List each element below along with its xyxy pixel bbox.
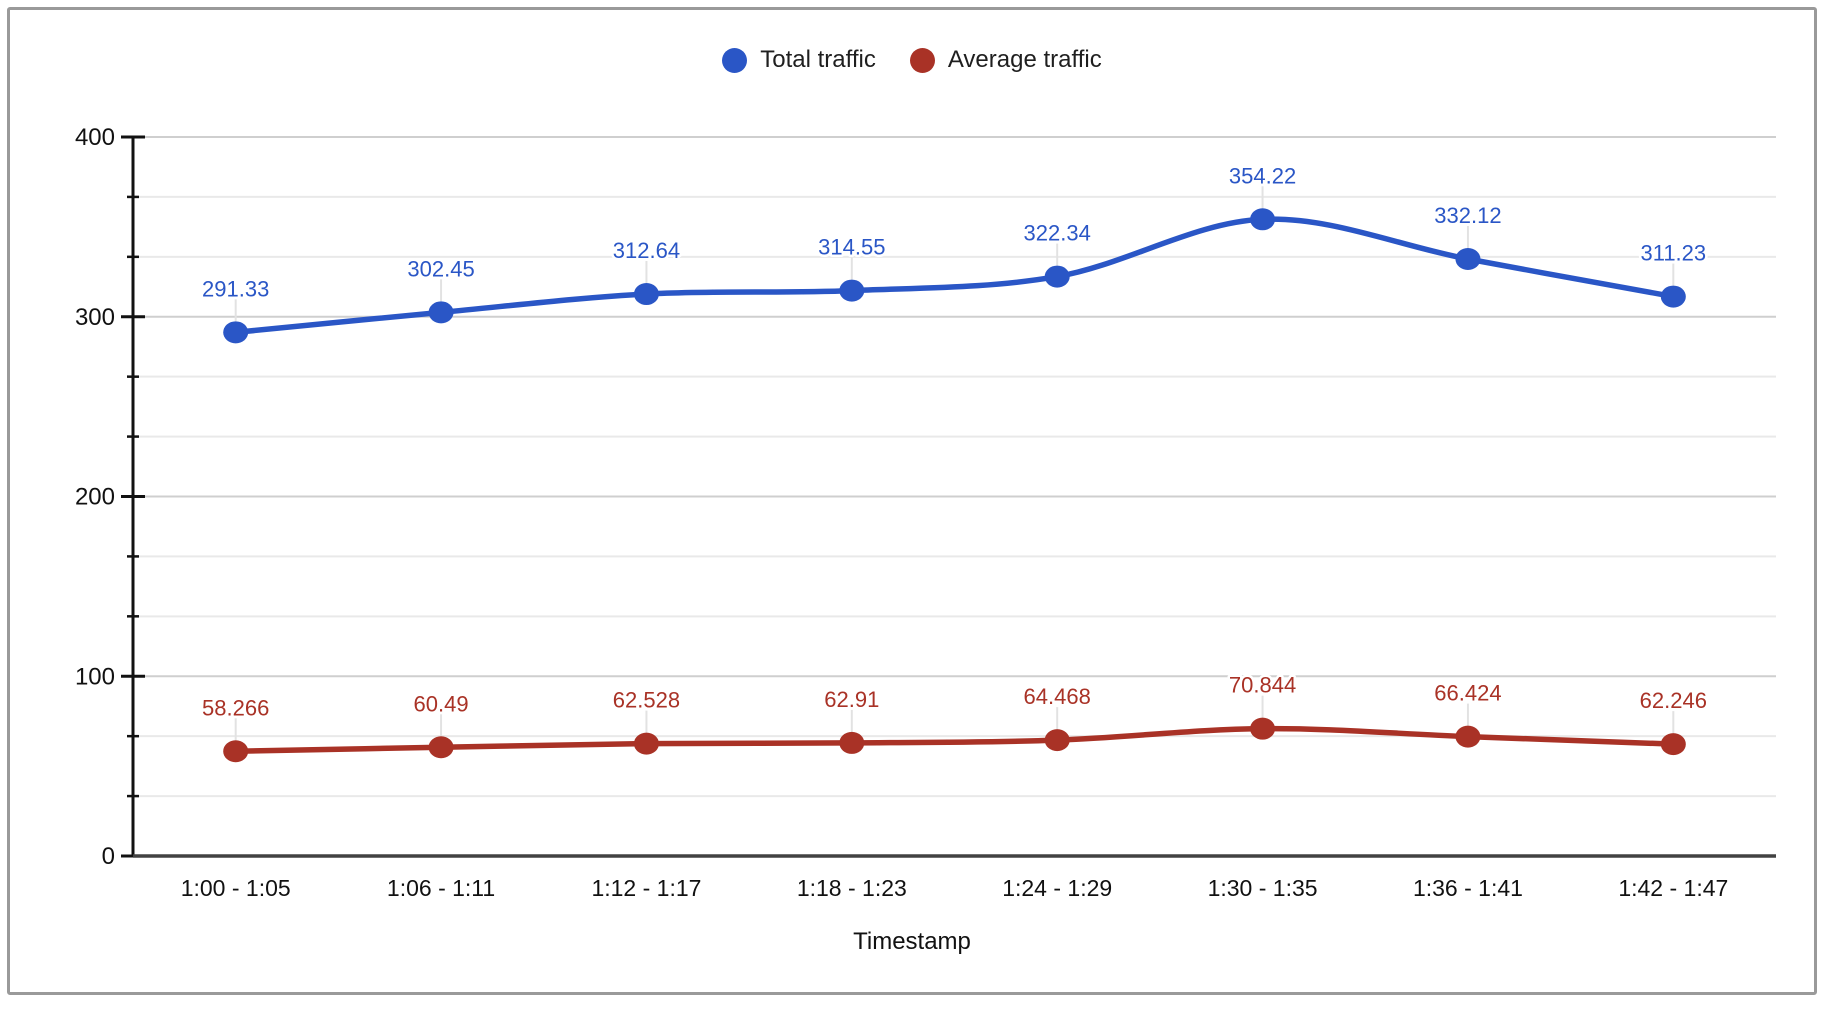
value-label-average-traffic-7: 62.246 bbox=[1640, 688, 1707, 713]
value-label-total-traffic-1: 302.45 bbox=[407, 256, 474, 281]
point-total-traffic-3[interactable] bbox=[839, 279, 865, 302]
value-label-average-traffic-6: 66.424 bbox=[1434, 681, 1501, 706]
legend-label-average-traffic: Average traffic bbox=[947, 46, 1102, 73]
series-line-average-traffic bbox=[232, 725, 1677, 755]
x-tick-label: 1:24 - 1:29 bbox=[1002, 875, 1112, 901]
point-average-traffic-7[interactable] bbox=[1660, 733, 1686, 756]
point-average-traffic-2[interactable] bbox=[633, 732, 659, 755]
value-label-average-traffic-3: 62.91 bbox=[824, 687, 879, 712]
x-tick-label: 1:42 - 1:47 bbox=[1618, 875, 1728, 901]
point-total-traffic-1[interactable] bbox=[428, 301, 454, 324]
point-average-traffic-0[interactable] bbox=[223, 740, 249, 763]
value-label-total-traffic-5: 354.22 bbox=[1229, 163, 1296, 188]
y-tick-label: 400 bbox=[75, 124, 115, 151]
value-label-total-traffic-3: 314.55 bbox=[818, 235, 885, 260]
value-label-average-traffic-5: 70.844 bbox=[1229, 673, 1296, 698]
x-axis-title: Timestamp bbox=[853, 928, 971, 955]
series-line-total-traffic bbox=[232, 216, 1677, 336]
total-traffic-swatch-icon bbox=[722, 47, 748, 73]
value-label-total-traffic-6: 332.12 bbox=[1434, 203, 1501, 228]
average-traffic-swatch-icon bbox=[909, 47, 935, 73]
value-label-average-traffic-0: 58.266 bbox=[202, 695, 269, 720]
point-average-traffic-5[interactable] bbox=[1250, 717, 1276, 740]
value-label-average-traffic-4: 64.468 bbox=[1024, 684, 1091, 709]
y-tick-label: 100 bbox=[75, 663, 115, 690]
value-label-total-traffic-2: 312.64 bbox=[613, 238, 680, 263]
point-average-traffic-1[interactable] bbox=[428, 736, 454, 759]
value-label-total-traffic-7: 311.23 bbox=[1640, 241, 1706, 266]
point-total-traffic-7[interactable] bbox=[1660, 285, 1686, 308]
y-tick-label: 200 bbox=[75, 484, 115, 511]
legend: Total traffic Average traffic bbox=[10, 46, 1814, 74]
point-total-traffic-4[interactable] bbox=[1044, 265, 1070, 288]
value-label-total-traffic-4: 322.34 bbox=[1024, 221, 1091, 246]
x-tick-label: 1:18 - 1:23 bbox=[797, 875, 907, 901]
legend-item-average-traffic[interactable]: Average traffic bbox=[909, 46, 1102, 74]
legend-label-total-traffic: Total traffic bbox=[760, 46, 876, 73]
value-label-average-traffic-2: 62.528 bbox=[613, 688, 680, 713]
point-average-traffic-6[interactable] bbox=[1455, 725, 1481, 748]
point-total-traffic-6[interactable] bbox=[1455, 248, 1481, 271]
chart-frame: Total traffic Average traffic 0 100 200 300… bbox=[7, 7, 1817, 995]
legend-item-total-traffic[interactable]: Total traffic bbox=[722, 46, 876, 74]
chart-canvas: 0 100 200 300 400 1:00 - 1:05 1:06 - 1:11 1:12 … bbox=[75, 124, 1776, 901]
point-total-traffic-5[interactable] bbox=[1250, 208, 1276, 231]
y-tick-label: 0 bbox=[102, 843, 115, 870]
value-label-average-traffic-1: 60.49 bbox=[414, 691, 469, 716]
x-tick-label: 1:06 - 1:11 bbox=[387, 875, 495, 901]
value-label-total-traffic-0: 291.33 bbox=[202, 276, 269, 301]
x-tick-label: 1:30 - 1:35 bbox=[1208, 875, 1318, 901]
point-total-traffic-2[interactable] bbox=[633, 283, 659, 306]
y-tick-label: 300 bbox=[75, 304, 115, 331]
x-tick-label: 1:36 - 1:41 bbox=[1413, 875, 1523, 901]
point-average-traffic-4[interactable] bbox=[1044, 729, 1070, 752]
x-tick-label: 1:00 - 1:05 bbox=[181, 875, 291, 901]
point-total-traffic-0[interactable] bbox=[223, 321, 249, 344]
x-tick-label: 1:12 - 1:17 bbox=[591, 875, 701, 901]
point-average-traffic-3[interactable] bbox=[839, 731, 865, 754]
